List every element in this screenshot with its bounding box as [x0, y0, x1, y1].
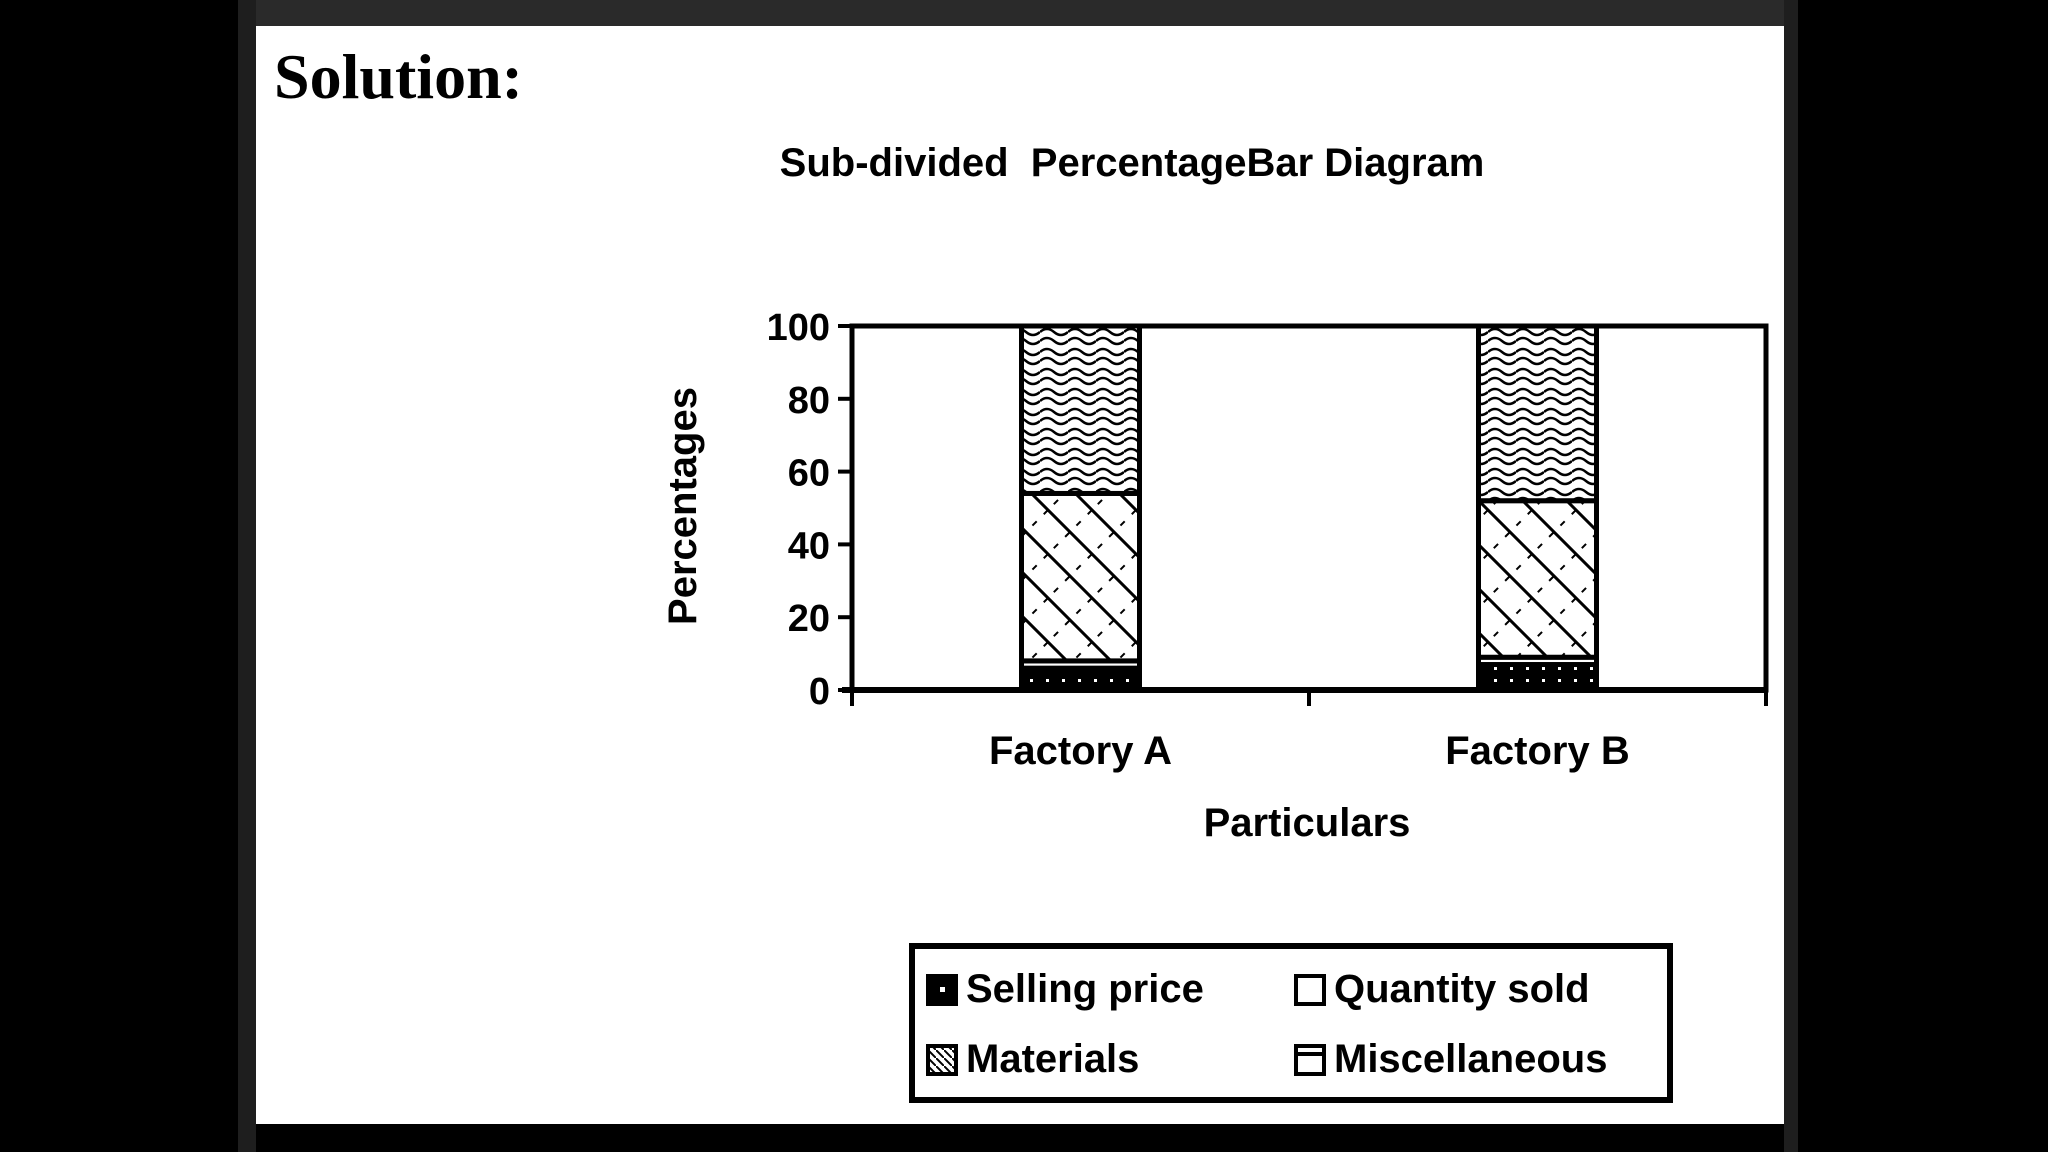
legend-item-quantity-sold: Quantity sold: [1294, 967, 1590, 1011]
bar-group-factory-b: [1476, 323, 1599, 693]
legend-swatch: [1294, 1044, 1326, 1076]
y-tick-label: 0: [809, 671, 830, 713]
bar-segment-selling-price: [1019, 665, 1142, 693]
bar-segment-materials: [1476, 498, 1599, 660]
window-frame-top: [238, 0, 1798, 26]
chart-title: Sub-divided PercentageBar Diagram: [780, 141, 1485, 185]
y-tick-label: 100: [767, 307, 830, 349]
y-tick-label: 60: [788, 453, 830, 495]
chart: Sub-divided PercentageBar Diagram 0 20 40 6…: [661, 141, 1769, 1103]
legend-label: Selling price: [966, 967, 1204, 1011]
window-frame-right: [1784, 0, 1798, 1152]
legend-item-miscellaneous: Miscellaneous: [1294, 1037, 1607, 1081]
legend-label: Miscellaneous: [1334, 1037, 1607, 1081]
y-tick-label: 20: [788, 598, 830, 640]
slide: Solution: Su: [256, 26, 1784, 1124]
y-tick-label: 40: [788, 525, 830, 567]
legend-item-materials: Materials: [926, 1037, 1139, 1081]
legend-swatch: [1294, 974, 1326, 1006]
bar-group-factory-a: [1019, 323, 1142, 693]
bar-segment-selling-price: [1476, 662, 1599, 693]
legend-label: Materials: [966, 1037, 1139, 1081]
x-axis-label: Particulars: [1204, 801, 1411, 845]
bar-segment-miscellaneous: [1019, 323, 1142, 496]
legend-item-selling-price: Selling price: [926, 967, 1204, 1011]
legend-swatch: [926, 1044, 958, 1076]
legend-swatch: [926, 974, 958, 1006]
window-frame-left: [238, 0, 256, 1152]
y-axis-label: Percentages: [661, 387, 705, 625]
bar-segment-miscellaneous: [1476, 323, 1599, 504]
x-tick-label: Factory B: [1445, 729, 1630, 773]
bar-segment-materials: [1019, 490, 1142, 664]
y-tick-label: 80: [788, 380, 830, 422]
plot-area: [849, 323, 1769, 693]
slide-heading: Solution:: [274, 41, 523, 112]
legend: Selling price Quantity sold Materials Misce…: [909, 943, 1673, 1103]
x-tick-label: Factory A: [989, 729, 1172, 773]
legend-label: Quantity sold: [1334, 967, 1590, 1011]
legend-swatch-dot: [940, 987, 945, 992]
